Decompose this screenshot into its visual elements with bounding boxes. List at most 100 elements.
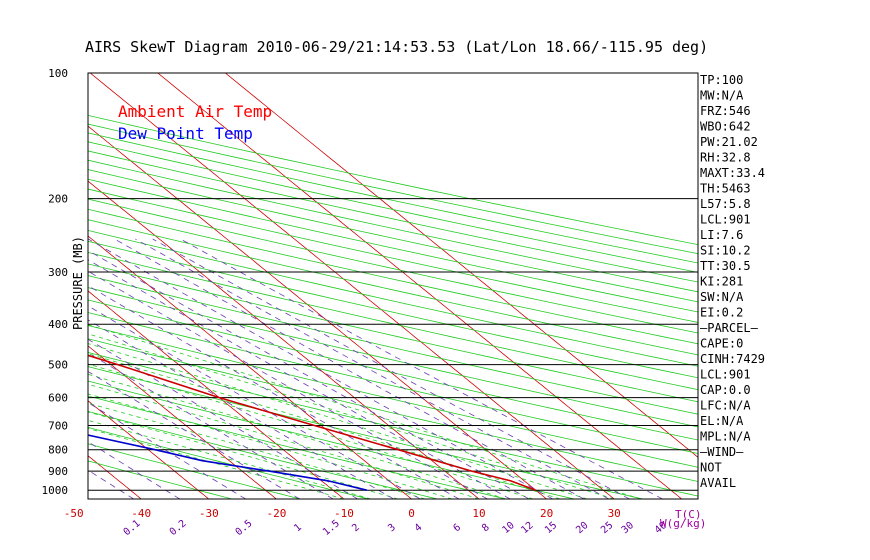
profile-ambient-air-temp — [88, 354, 536, 491]
mixing-ratio-line — [114, 238, 585, 499]
index-line: MPL:N/A — [700, 430, 751, 444]
dry-adiabat-line — [88, 410, 438, 499]
plot-area — [0, 72, 699, 500]
index-line: NOT — [700, 461, 722, 475]
index-line: L57:5.8 — [700, 197, 751, 211]
pressure-tick-label: 100 — [48, 67, 68, 80]
chart-title: AIRS SkewT Diagram 2010-06-29/21:14:53.5… — [85, 38, 708, 56]
bottom-temp-tick-label: -20 — [266, 507, 286, 520]
index-line: LCL:901 — [700, 368, 751, 382]
mixing-ratio-label: 15 — [543, 520, 559, 536]
moist-adiabat-line — [88, 402, 426, 499]
dry-adiabat-lines — [88, 114, 698, 499]
mixing-ratio-line — [88, 469, 134, 499]
legend-entry: Ambient Air Temp — [118, 102, 272, 121]
bottom-temperature-labels: -50 -40 -30 -20 -10 0 10 20 30 — [64, 507, 621, 520]
index-line: TP:100 — [700, 73, 743, 87]
index-line: CAPE:0 — [700, 337, 743, 351]
isotherm-line — [88, 400, 210, 499]
dry-adiabat-line — [88, 325, 698, 468]
sounding-profiles — [88, 354, 536, 491]
bottom-temp-tick-label: 0 — [408, 507, 415, 520]
x-axis-label: T(C) — [675, 508, 702, 521]
moist-adiabat-line — [88, 343, 588, 499]
mixing-ratio-line — [88, 319, 394, 499]
bottom-temp-tick-label: -10 — [334, 507, 354, 520]
dry-adiabat-line — [88, 178, 698, 313]
mixing-ratio-label: 3 — [386, 522, 398, 534]
isotherm-line — [157, 73, 682, 499]
isobar-lines — [88, 198, 698, 491]
mixing-ratio-label: 0.1 — [122, 518, 143, 538]
isotherm-line — [88, 455, 142, 499]
mixing-ratio-label: 1.5 — [321, 518, 342, 538]
mixing-ratio-label: 4 — [413, 522, 425, 534]
y-axis-label: PRESSURE (MB) — [71, 236, 85, 330]
mixing-ratio-line — [88, 249, 530, 499]
moist-adiabat-line — [88, 333, 615, 499]
mixing-ratio-line — [88, 259, 511, 499]
mixing-ratio-line — [88, 402, 246, 499]
bottom-temp-tick-label: -40 — [131, 507, 151, 520]
moist-adiabat-line — [88, 324, 642, 499]
isotherm-line — [88, 125, 547, 499]
mixing-ratio-line — [88, 371, 300, 499]
mixing-ratio-label: 0.5 — [234, 518, 255, 538]
index-line: EL:N/A — [700, 414, 744, 428]
index-line: LI:7.6 — [700, 228, 743, 242]
index-line: EI:0.2 — [700, 306, 743, 320]
mixing-ratio-label: 8 — [480, 522, 492, 534]
dry-adiabat-line — [88, 366, 644, 499]
isotherm-line — [0, 73, 74, 499]
pressure-tick-label: 900 — [48, 465, 68, 478]
mixing-ratio-line — [88, 441, 181, 499]
dry-adiabat-line — [88, 208, 698, 345]
pressure-tick-label: 1000 — [42, 484, 69, 497]
mixing-ratio-label: 30 — [620, 520, 636, 536]
index-line: AVAIL — [700, 476, 736, 490]
w-axis-label: W(g/kg) — [660, 517, 706, 530]
dry-adiabat-line — [88, 263, 698, 403]
mixing-ratio-line — [88, 270, 488, 499]
dry-adiabat-line — [88, 460, 232, 499]
mixing-ratio-label: 0.2 — [168, 518, 189, 538]
mixing-ratio-lines — [88, 238, 663, 499]
dry-adiabat-line — [88, 169, 698, 303]
bottom-temp-tick-label: 20 — [540, 507, 553, 520]
moist-adiabat-lines — [88, 324, 642, 499]
dry-adiabat-line — [88, 395, 506, 499]
pressure-tick-label: 300 — [48, 266, 68, 279]
dry-adiabat-line — [88, 123, 698, 255]
moist-adiabat-line — [88, 411, 399, 499]
mixing-ratio-line — [88, 305, 421, 499]
index-line: TT:30.5 — [700, 259, 751, 273]
pressure-tick-label: 700 — [48, 420, 68, 433]
pressure-tick-label: 500 — [48, 359, 68, 372]
legend-entry: Dew Point Temp — [118, 124, 253, 143]
mixing-ratio-line — [135, 238, 610, 499]
mixing-ratio-label: 1 — [292, 522, 304, 534]
plot-frame — [87, 72, 699, 500]
mixing-ratio-line — [180, 238, 663, 499]
bottom-temp-tick-label: 10 — [472, 507, 485, 520]
mixing-ratio-line — [88, 238, 553, 499]
index-line: RH:32.8 — [700, 151, 751, 165]
legend: Ambient Air Temp Dew Point Temp — [118, 102, 272, 143]
moist-adiabat-line — [88, 393, 453, 499]
index-line: FRZ:546 — [700, 104, 751, 118]
dry-adiabat-line — [88, 352, 698, 497]
dry-adiabat-line — [88, 299, 698, 441]
dry-adiabat-line — [88, 219, 698, 356]
dry-adiabat-line — [88, 150, 698, 283]
mixing-ratio-line — [152, 238, 630, 499]
index-line: KI:281 — [700, 275, 743, 289]
index-line: SI:10.2 — [700, 244, 751, 258]
index-line: —WIND— — [700, 445, 744, 459]
mixing-ratio-label: 6 — [451, 522, 463, 534]
index-line: PW:21.02 — [700, 135, 758, 149]
index-line: MW:N/A — [700, 89, 744, 103]
index-line: MAXT:33.4 — [700, 166, 765, 180]
dry-adiabat-line — [88, 287, 698, 428]
index-line: —PARCEL— — [700, 321, 759, 335]
